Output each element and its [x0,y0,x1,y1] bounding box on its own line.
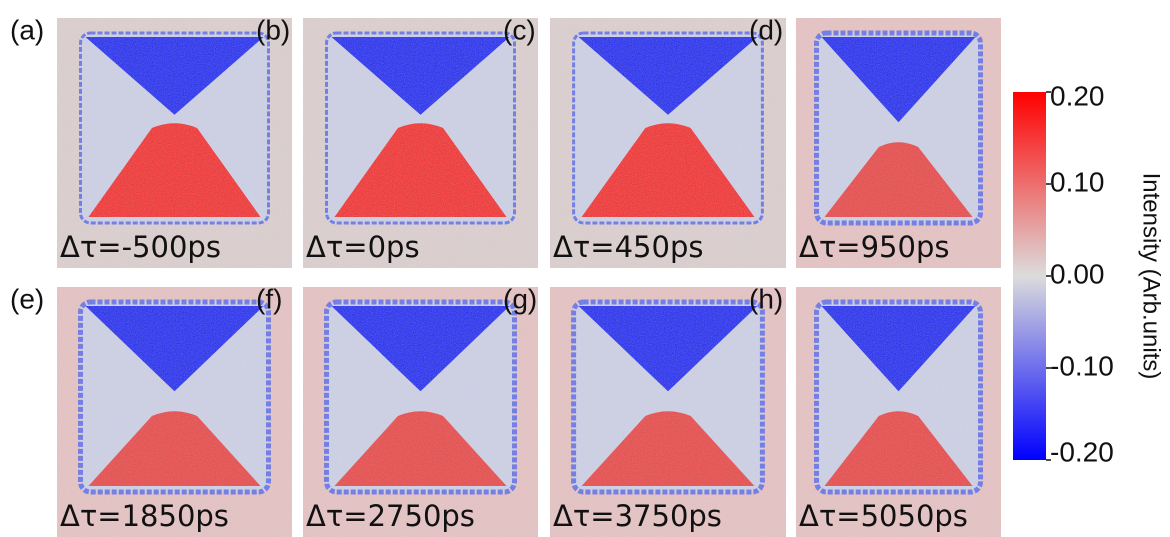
delay-label: Δτ=3750ps [553,499,722,533]
delay-label: Δτ=-500ps [60,230,221,264]
colorbar-tick-label: -0.10 [1050,350,1114,381]
delay-label: Δτ=450ps [553,230,703,264]
bottom-domain [581,123,755,217]
bottom-domain [824,142,973,217]
panel [303,287,538,537]
top-domain [578,37,758,115]
colorbar-label: Intensity (Arb.units) [1138,173,1165,380]
top-domain [821,37,976,123]
top-domain [85,37,264,115]
top-domain [85,306,264,392]
bottom-domain [824,411,973,486]
top-domain [821,306,976,392]
panel [550,287,786,537]
bottom-domain [334,411,507,486]
panel [550,18,786,268]
top-domain [578,306,758,392]
panel [57,287,292,537]
delay-label: Δτ=5050ps [799,499,968,533]
panel-label: (g) [503,283,537,314]
colorbar-tick-label: 0.10 [1050,166,1105,197]
top-domain [331,306,510,392]
panel-label: (f) [256,283,282,314]
panel [57,18,292,268]
panel-label: (d) [749,14,783,45]
colorbar-tick-label: 0.00 [1050,258,1105,289]
colorbar [1013,92,1046,460]
delay-label: Δτ=1850ps [60,499,229,533]
colorbar-tick-label: -0.20 [1050,436,1114,467]
panel-label: (h) [749,283,783,314]
panel-label: (b) [256,14,290,45]
bottom-domain [88,411,261,486]
panel [796,18,1001,268]
panel-label: (a) [10,14,44,45]
bottom-domain [334,123,507,217]
panel-label: (e) [10,283,44,314]
top-domain [331,37,510,115]
delay-label: Δτ=0ps [306,230,420,264]
delay-label: Δτ=2750ps [306,499,475,533]
colorbar-tick-label: 0.20 [1050,80,1105,111]
delay-label: Δτ=950ps [799,230,949,264]
panel [303,18,538,268]
bottom-domain [88,123,261,217]
panel [796,287,1001,537]
panel-label: (c) [503,14,536,45]
bottom-domain [581,411,755,486]
